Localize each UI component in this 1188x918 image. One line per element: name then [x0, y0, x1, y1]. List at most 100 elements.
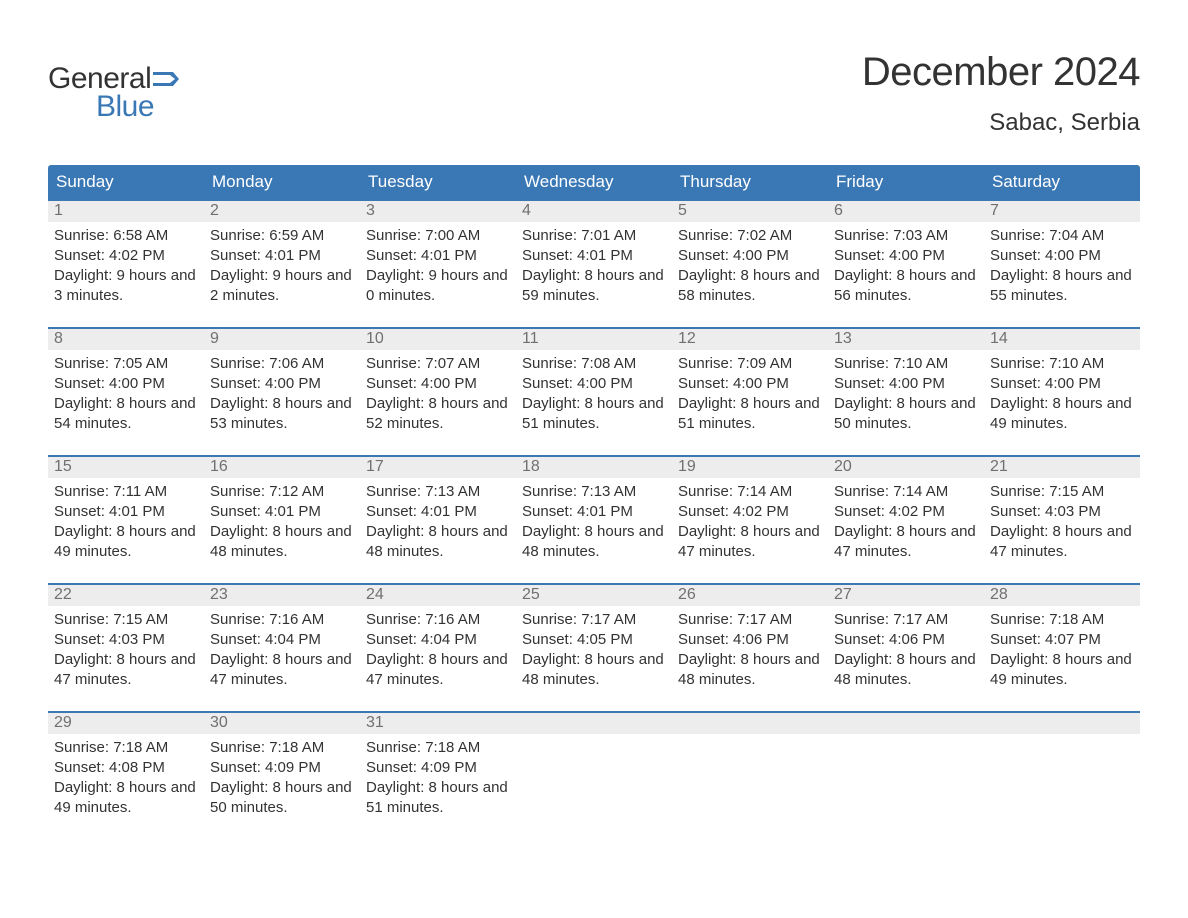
weekday-monday: Monday — [204, 165, 360, 199]
calendar-day: 28Sunrise: 7:18 AMSunset: 4:07 PMDayligh… — [984, 585, 1140, 707]
sunrise-text: Sunrise: 7:14 AM — [834, 482, 978, 502]
sunrise-text: Sunrise: 7:14 AM — [678, 482, 822, 502]
sunrise-text: Sunrise: 7:17 AM — [522, 610, 666, 630]
sunset-text: Sunset: 4:07 PM — [990, 630, 1134, 650]
day-content: Sunrise: 6:58 AMSunset: 4:02 PMDaylight:… — [48, 222, 204, 312]
calendar-day: 22Sunrise: 7:15 AMSunset: 4:03 PMDayligh… — [48, 585, 204, 707]
day-number: 28 — [984, 585, 1140, 606]
sunrise-text: Sunrise: 7:17 AM — [834, 610, 978, 630]
sunrise-text: Sunrise: 7:18 AM — [366, 738, 510, 758]
calendar-day: 26Sunrise: 7:17 AMSunset: 4:06 PMDayligh… — [672, 585, 828, 707]
sunset-text: Sunset: 4:01 PM — [210, 502, 354, 522]
sunrise-text: Sunrise: 7:02 AM — [678, 226, 822, 246]
day-content: Sunrise: 7:09 AMSunset: 4:00 PMDaylight:… — [672, 350, 828, 440]
calendar-day: 9Sunrise: 7:06 AMSunset: 4:00 PMDaylight… — [204, 329, 360, 451]
daylight-text: Daylight: 8 hours and 48 minutes. — [522, 650, 666, 690]
calendar-day: 7Sunrise: 7:04 AMSunset: 4:00 PMDaylight… — [984, 201, 1140, 323]
calendar-day: 27Sunrise: 7:17 AMSunset: 4:06 PMDayligh… — [828, 585, 984, 707]
sunrise-text: Sunrise: 7:05 AM — [54, 354, 198, 374]
day-content: Sunrise: 7:05 AMSunset: 4:00 PMDaylight:… — [48, 350, 204, 440]
sunrise-text: Sunrise: 7:16 AM — [366, 610, 510, 630]
sunset-text: Sunset: 4:09 PM — [366, 758, 510, 778]
sunrise-text: Sunrise: 7:06 AM — [210, 354, 354, 374]
day-number: 7 — [984, 201, 1140, 222]
day-number: 1 — [48, 201, 204, 222]
sunset-text: Sunset: 4:03 PM — [54, 630, 198, 650]
weekday-wednesday: Wednesday — [516, 165, 672, 199]
day-number: 29 — [48, 713, 204, 734]
sunrise-text: Sunrise: 7:10 AM — [834, 354, 978, 374]
daylight-text: Daylight: 9 hours and 0 minutes. — [366, 266, 510, 306]
daylight-text: Daylight: 8 hours and 51 minutes. — [366, 778, 510, 818]
calendar: Sunday Monday Tuesday Wednesday Thursday… — [48, 165, 1140, 839]
calendar-day: 4Sunrise: 7:01 AMSunset: 4:01 PMDaylight… — [516, 201, 672, 323]
calendar-day: 11Sunrise: 7:08 AMSunset: 4:00 PMDayligh… — [516, 329, 672, 451]
day-content: Sunrise: 7:14 AMSunset: 4:02 PMDaylight:… — [828, 478, 984, 568]
sunrise-text: Sunrise: 7:07 AM — [366, 354, 510, 374]
sunset-text: Sunset: 4:00 PM — [678, 374, 822, 394]
calendar-day: 14Sunrise: 7:10 AMSunset: 4:00 PMDayligh… — [984, 329, 1140, 451]
daylight-text: Daylight: 8 hours and 49 minutes. — [54, 522, 198, 562]
day-content: Sunrise: 7:18 AMSunset: 4:08 PMDaylight:… — [48, 734, 204, 824]
day-content: Sunrise: 6:59 AMSunset: 4:01 PMDaylight:… — [204, 222, 360, 312]
sunset-text: Sunset: 4:01 PM — [210, 246, 354, 266]
calendar-day: 8Sunrise: 7:05 AMSunset: 4:00 PMDaylight… — [48, 329, 204, 451]
sunrise-text: Sunrise: 6:59 AM — [210, 226, 354, 246]
calendar-day: 1Sunrise: 6:58 AMSunset: 4:02 PMDaylight… — [48, 201, 204, 323]
sunrise-text: Sunrise: 7:16 AM — [210, 610, 354, 630]
calendar-day: 2Sunrise: 6:59 AMSunset: 4:01 PMDaylight… — [204, 201, 360, 323]
logo-text-blue: Blue — [96, 90, 154, 124]
daylight-text: Daylight: 8 hours and 48 minutes. — [522, 522, 666, 562]
calendar-day: 21Sunrise: 7:15 AMSunset: 4:03 PMDayligh… — [984, 457, 1140, 579]
sunset-text: Sunset: 4:04 PM — [366, 630, 510, 650]
sunrise-text: Sunrise: 7:18 AM — [990, 610, 1134, 630]
day-number: 31 — [360, 713, 516, 734]
daylight-text: Daylight: 8 hours and 48 minutes. — [366, 522, 510, 562]
location-label: Sabac, Serbia — [862, 109, 1140, 137]
calendar-day: 30Sunrise: 7:18 AMSunset: 4:09 PMDayligh… — [204, 713, 360, 835]
sunrise-text: Sunrise: 7:18 AM — [54, 738, 198, 758]
day-content: Sunrise: 7:08 AMSunset: 4:00 PMDaylight:… — [516, 350, 672, 440]
sunrise-text: Sunrise: 7:13 AM — [366, 482, 510, 502]
daylight-text: Daylight: 8 hours and 49 minutes. — [990, 394, 1134, 434]
day-number: 23 — [204, 585, 360, 606]
calendar-day: 6Sunrise: 7:03 AMSunset: 4:00 PMDaylight… — [828, 201, 984, 323]
day-content: Sunrise: 7:04 AMSunset: 4:00 PMDaylight:… — [984, 222, 1140, 312]
sunset-text: Sunset: 4:00 PM — [54, 374, 198, 394]
day-content: Sunrise: 7:01 AMSunset: 4:01 PMDaylight:… — [516, 222, 672, 312]
sunset-text: Sunset: 4:00 PM — [834, 246, 978, 266]
calendar-day — [672, 713, 828, 835]
weekday-friday: Friday — [828, 165, 984, 199]
sunset-text: Sunset: 4:00 PM — [210, 374, 354, 394]
day-content: Sunrise: 7:12 AMSunset: 4:01 PMDaylight:… — [204, 478, 360, 568]
sunrise-text: Sunrise: 7:01 AM — [522, 226, 666, 246]
day-content: Sunrise: 7:00 AMSunset: 4:01 PMDaylight:… — [360, 222, 516, 312]
daylight-text: Daylight: 8 hours and 50 minutes. — [834, 394, 978, 434]
sunset-text: Sunset: 4:08 PM — [54, 758, 198, 778]
sunrise-text: Sunrise: 7:13 AM — [522, 482, 666, 502]
daylight-text: Daylight: 9 hours and 2 minutes. — [210, 266, 354, 306]
daylight-text: Daylight: 8 hours and 47 minutes. — [366, 650, 510, 690]
day-content: Sunrise: 7:03 AMSunset: 4:00 PMDaylight:… — [828, 222, 984, 312]
sunset-text: Sunset: 4:01 PM — [54, 502, 198, 522]
day-content: Sunrise: 7:13 AMSunset: 4:01 PMDaylight:… — [360, 478, 516, 568]
flag-icon — [153, 70, 179, 93]
sunrise-text: Sunrise: 7:15 AM — [54, 610, 198, 630]
daylight-text: Daylight: 8 hours and 47 minutes. — [210, 650, 354, 690]
day-number — [984, 713, 1140, 734]
sunset-text: Sunset: 4:02 PM — [834, 502, 978, 522]
calendar-week: 1Sunrise: 6:58 AMSunset: 4:02 PMDaylight… — [48, 199, 1140, 323]
day-content: Sunrise: 7:07 AMSunset: 4:00 PMDaylight:… — [360, 350, 516, 440]
calendar-day: 29Sunrise: 7:18 AMSunset: 4:08 PMDayligh… — [48, 713, 204, 835]
weeks-container: 1Sunrise: 6:58 AMSunset: 4:02 PMDaylight… — [48, 199, 1140, 839]
calendar-day: 31Sunrise: 7:18 AMSunset: 4:09 PMDayligh… — [360, 713, 516, 835]
day-number: 26 — [672, 585, 828, 606]
day-number: 21 — [984, 457, 1140, 478]
day-number: 13 — [828, 329, 984, 350]
day-content: Sunrise: 7:18 AMSunset: 4:09 PMDaylight:… — [360, 734, 516, 824]
daylight-text: Daylight: 8 hours and 59 minutes. — [522, 266, 666, 306]
daylight-text: Daylight: 8 hours and 54 minutes. — [54, 394, 198, 434]
day-number: 19 — [672, 457, 828, 478]
daylight-text: Daylight: 8 hours and 58 minutes. — [678, 266, 822, 306]
sunset-text: Sunset: 4:01 PM — [366, 246, 510, 266]
